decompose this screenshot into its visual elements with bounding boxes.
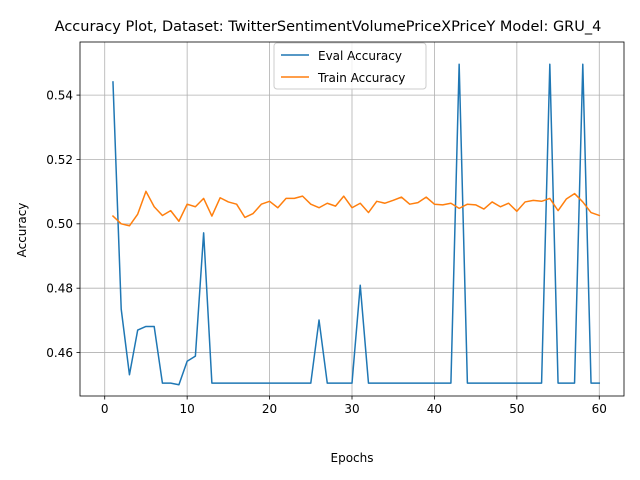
y-tick-label: 0.48 — [46, 281, 73, 295]
x-tick-label: 50 — [509, 402, 524, 416]
y-axis-label: Accuracy — [15, 203, 29, 258]
x-axis: 0 10 20 30 40 50 60 — [101, 396, 607, 416]
x-tick-label: 10 — [180, 402, 195, 416]
x-tick-label: 40 — [427, 402, 442, 416]
legend: Eval Accuracy Train Accuracy — [273, 42, 427, 90]
chart-title: Accuracy Plot, Dataset: TwitterSentiment… — [55, 19, 602, 35]
y-tick-label: 0.50 — [46, 217, 73, 231]
legend-box — [273, 42, 427, 90]
series-lines — [111, 63, 601, 386]
x-tick-label: 30 — [344, 402, 359, 416]
legend-label-train: Train Accuracy — [317, 71, 405, 85]
series-line-train-accuracy — [111, 190, 601, 227]
series-line-eval-accuracy — [112, 63, 601, 386]
x-tick-label: 0 — [101, 402, 109, 416]
grid-lines — [80, 42, 624, 396]
x-tick-label: 20 — [262, 402, 277, 416]
x-tick-label: 60 — [592, 402, 607, 416]
y-axis: 0.46 0.48 0.50 0.52 0.54 — [46, 88, 80, 360]
legend-label-eval: Eval Accuracy — [318, 49, 402, 63]
y-tick-label: 0.54 — [46, 88, 73, 102]
x-axis-label: Epochs — [331, 451, 374, 465]
y-tick-label: 0.46 — [46, 346, 73, 360]
y-tick-label: 0.52 — [46, 153, 73, 167]
